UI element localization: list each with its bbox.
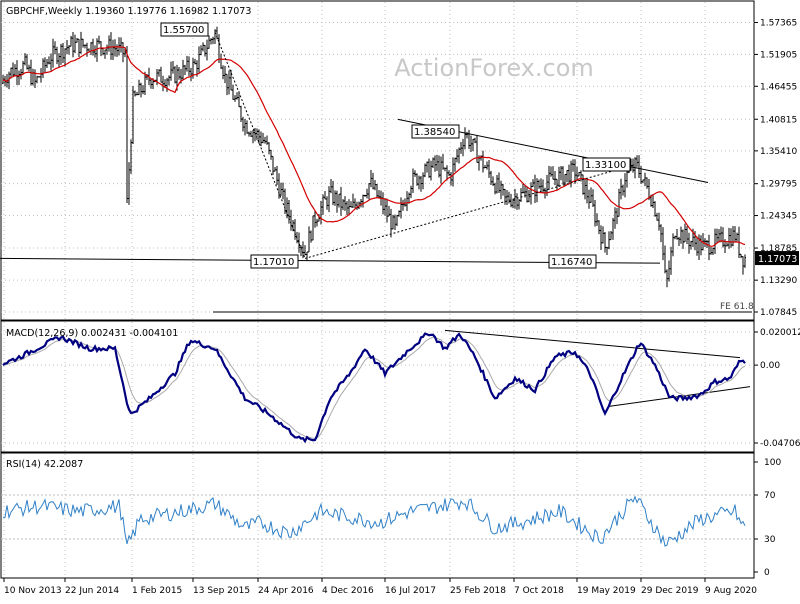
rsi-pane-title: RSI(14) 42.2087 <box>6 459 83 470</box>
price-tick-label: 1.40815 <box>760 115 797 125</box>
price-tick-label: 1.46455 <box>760 82 797 92</box>
grid-layer <box>1 2 754 578</box>
x-tick-label: 1 Feb 2015 <box>132 586 182 596</box>
x-tick-label: 19 May 2019 <box>577 586 636 596</box>
macd-upper-trend <box>444 329 741 359</box>
rsi-tick-label: 70 <box>764 491 776 501</box>
x-tick-label: 24 Apr 2016 <box>258 586 314 596</box>
annotation-labels: 1.55700 1.38540 1.33100 1.17010 1.16740 FE 61… <box>160 22 799 312</box>
x-tick-label: 22 Jun 2014 <box>65 586 119 596</box>
rsi-series <box>3 495 746 547</box>
price-tick-label: 1.07845 <box>760 308 797 318</box>
x-tick-label: 9 Aug 2020 <box>705 586 757 596</box>
price-label-box <box>548 254 597 269</box>
price-annotation: 1.38540 <box>414 127 455 138</box>
macd-pane-title: MACD(12,26,9) 0.002431 -0.004101 <box>6 328 178 339</box>
rsi-tick-label: 100 <box>764 458 781 468</box>
current-price-label: 1.17073 <box>758 254 797 265</box>
rsi-tick-label: 0 <box>764 568 770 578</box>
price-label-box <box>250 254 299 269</box>
macd-signal-line <box>2 336 746 440</box>
price-tick-label: 1.57365 <box>760 19 797 29</box>
moving-average-line <box>2 46 746 247</box>
x-tick-label: 16 Jul 2017 <box>385 586 436 596</box>
macd-pane-frame <box>0 320 755 453</box>
price-annotation: 1.17010 <box>253 257 294 268</box>
x-tick-label: 4 Dec 2016 <box>322 586 374 596</box>
x-tick-label: 29 Dec 2019 <box>641 586 699 596</box>
price-label-box <box>411 124 460 139</box>
dashed-trend-b <box>304 163 637 259</box>
price-tick-label: 1.51905 <box>760 50 797 60</box>
watermark: ActionForex.com <box>394 54 594 82</box>
rsi-tick-label: 30 <box>764 535 776 545</box>
macd-tick-label: -0.047066 <box>760 439 800 449</box>
x-tick-label: 25 Feb 2018 <box>450 586 506 596</box>
price-tick-label: 1.29795 <box>760 180 797 190</box>
rsi-line <box>3 495 746 547</box>
price-pane-frame <box>0 0 755 321</box>
x-tick-label: 7 Oct 2018 <box>514 586 564 596</box>
macd-line <box>2 332 746 444</box>
macd-tick-label: 0.00 <box>760 361 780 371</box>
price-label-box <box>160 22 209 37</box>
price-tick-label: 1.24345 <box>760 212 797 222</box>
price-tick-label: 1.18785 <box>760 244 797 254</box>
price-annotation: 1.16740 <box>551 257 592 268</box>
price-pane-title: GBPCHF,Weekly 1.19360 1.19776 1.16982 1.… <box>6 6 251 17</box>
price-label-box <box>582 157 631 172</box>
x-tick-label: 13 Sep 2015 <box>193 586 250 596</box>
rsi-pane-frame <box>0 452 755 579</box>
x-tick-label: 10 Nov 2013 <box>4 586 62 596</box>
price-tick-label: 1.35410 <box>760 147 797 157</box>
ma-line <box>2 46 746 247</box>
trend-lines <box>0 32 752 407</box>
fe-label: FE 61.8 <box>720 302 754 312</box>
macd-tick-label: 0.020012 <box>760 328 800 338</box>
current-price-box <box>755 251 799 266</box>
macd-series <box>2 332 746 444</box>
axis-labels: 1.57365 1.51905 1.46455 1.40815 1.35410 1.297… <box>3 19 800 596</box>
price-tick-label: 1.13290 <box>760 276 797 286</box>
price-annotation: 1.55700 <box>163 25 204 36</box>
price-annotation: 1.33100 <box>585 160 626 171</box>
dashed-trend-a <box>214 32 306 259</box>
